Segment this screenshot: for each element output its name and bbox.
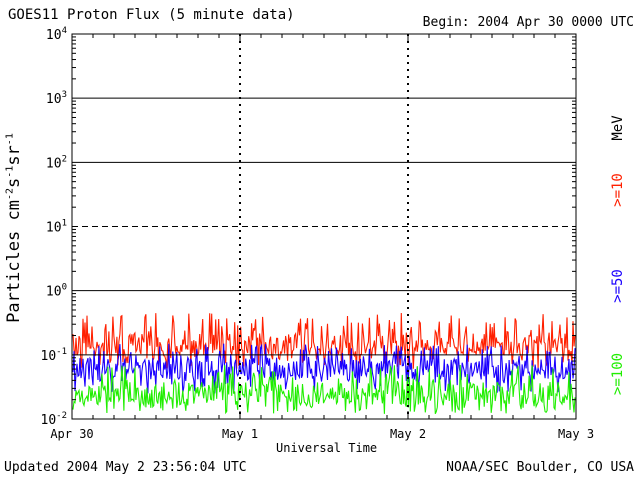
y-tick-label: 104 — [46, 26, 67, 43]
x-axis-label: Universal Time — [276, 441, 378, 455]
x-tick-label: May 2 — [390, 427, 426, 441]
y-tick-label: 102 — [46, 154, 67, 171]
x-tick-label: May 1 — [222, 427, 258, 441]
x-tick-label: Apr 30 — [50, 427, 93, 441]
series-line-1 — [72, 343, 576, 394]
x-tick-label: May 3 — [558, 427, 594, 441]
y-tick-label: 10-1 — [41, 347, 68, 364]
series-line-2 — [72, 364, 576, 415]
y-tick-label: 101 — [46, 219, 67, 236]
updated-timestamp: Updated 2004 May 2 23:56:04 UTC — [4, 460, 247, 475]
legend-series-10: >=10 — [610, 173, 626, 207]
y-tick-label: 103 — [46, 90, 67, 107]
legend-unit: MeV — [610, 115, 626, 141]
legend-series-100: >=100 — [610, 352, 626, 396]
credit-line: NOAA/SEC Boulder, CO USA — [446, 460, 634, 475]
begin-time: Begin: 2004 Apr 30 0000 UTC — [422, 15, 634, 30]
legend-series-50: >=50 — [610, 269, 626, 303]
chart-title: GOES11 Proton Flux (5 minute data) — [8, 7, 295, 23]
y-tick-label: 10-2 — [41, 411, 68, 428]
y-tick-label: 100 — [46, 283, 67, 300]
